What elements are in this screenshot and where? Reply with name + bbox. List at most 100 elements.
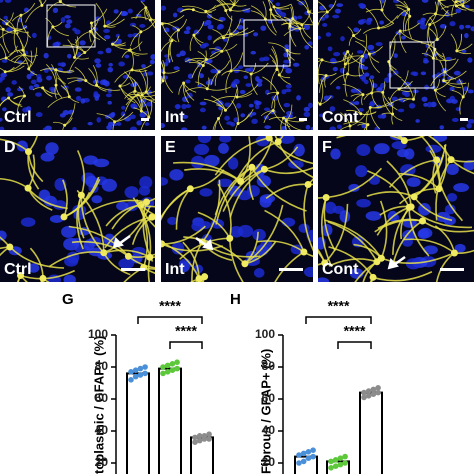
nucleus	[91, 195, 103, 204]
astrocyte-process	[140, 1, 151, 20]
micrograph	[0, 136, 155, 282]
astrocyte-soma	[22, 94, 26, 98]
astrocyte-process	[434, 90, 447, 112]
significance-bracket	[305, 316, 372, 324]
nucleus	[97, 50, 104, 55]
nucleus	[459, 24, 465, 30]
astrocyte-soma	[461, 95, 465, 99]
astrocyte-process	[162, 15, 185, 25]
astrocyte-process	[388, 159, 437, 188]
astrocyte-soma	[5, 22, 9, 26]
astrocyte-process	[455, 1, 474, 11]
astrocyte-soma	[51, 25, 55, 29]
significance-label: ****	[344, 323, 366, 339]
astrocyte-soma	[373, 258, 381, 266]
nucleus	[356, 50, 364, 54]
astrocyte-process	[225, 70, 232, 94]
nucleus	[0, 117, 3, 122]
nucleus	[444, 204, 456, 215]
astrocyte-soma	[235, 95, 239, 99]
astrocyte-process	[193, 9, 212, 14]
nucleus	[116, 201, 129, 211]
astrocyte-soma	[19, 13, 23, 17]
data-point	[160, 370, 166, 377]
nucleus	[412, 71, 419, 77]
astrocyte-process	[379, 0, 383, 11]
astrocyte-process	[191, 59, 207, 78]
astrocyte-process	[197, 59, 220, 73]
astrocyte-soma	[143, 198, 151, 206]
nucleus	[464, 32, 469, 39]
micrograph	[161, 0, 313, 130]
nucleus	[418, 203, 431, 216]
nucleus	[308, 102, 313, 109]
astrocyte-soma	[60, 213, 68, 221]
data-point	[310, 453, 316, 460]
astrocyte-process	[47, 26, 54, 47]
panel-letter: G	[62, 291, 74, 308]
astrocyte-soma	[260, 165, 268, 173]
astrocyte-soma	[63, 123, 67, 127]
nucleus	[218, 143, 229, 154]
nucleus	[259, 194, 276, 204]
astrocyte-soma	[186, 185, 194, 193]
astrocyte-soma	[17, 272, 25, 280]
inset-box	[389, 41, 435, 89]
astrocyte-process	[230, 52, 244, 72]
nucleus	[76, 52, 82, 58]
astrocyte-soma	[276, 91, 280, 95]
nucleus	[453, 70, 461, 76]
panel-label: Cont	[322, 109, 359, 126]
nucleus	[417, 229, 430, 240]
astrocyte-process	[362, 34, 368, 57]
nucleus	[113, 9, 119, 14]
nucleus	[367, 44, 375, 51]
astrocyte-process	[318, 102, 321, 105]
panel-label: Cont	[322, 261, 359, 278]
astrocyte-process	[104, 11, 122, 27]
astrocyte-soma	[67, 95, 71, 99]
astrocyte-process	[64, 103, 76, 126]
astrocyte-process	[349, 111, 368, 127]
astrocyte-soma	[450, 249, 458, 257]
astrocyte-process	[370, 277, 374, 282]
astrocyte-soma	[352, 34, 356, 38]
astrocyte-process	[138, 69, 147, 92]
nucleus	[365, 211, 382, 221]
nucleus	[359, 57, 365, 63]
nucleus	[339, 210, 351, 223]
astrocyte-soma	[265, 136, 273, 142]
nucleus	[391, 96, 398, 102]
nucleus	[445, 11, 450, 18]
astrocyte-process	[46, 64, 57, 86]
astrocyte-process	[319, 75, 327, 93]
astrocyte-soma	[24, 148, 32, 156]
nucleus	[355, 165, 368, 178]
astrocyte-process	[211, 95, 226, 111]
astrocyte-process	[289, 6, 293, 27]
nucleus	[161, 123, 166, 129]
nucleus	[318, 277, 330, 282]
astrocyte-process	[205, 11, 223, 22]
data-point	[206, 431, 212, 438]
data-point	[305, 455, 312, 462]
panel-letter: E	[165, 139, 176, 156]
astrocyte-process	[400, 22, 420, 32]
nucleus	[66, 19, 73, 24]
astrocyte-process	[139, 204, 155, 228]
nucleus	[124, 54, 130, 59]
nucleus	[42, 127, 48, 130]
astrocyte-process	[429, 1, 439, 25]
nucleus	[20, 217, 36, 227]
nucleus	[233, 78, 240, 85]
nucleus	[169, 169, 184, 181]
astrocyte-process	[143, 266, 155, 275]
nucleus	[373, 143, 390, 155]
data-point	[328, 458, 334, 465]
astrocyte-soma	[4, 56, 8, 60]
astrocyte-soma	[3, 70, 7, 74]
nucleus	[207, 35, 212, 41]
nucleus	[198, 73, 204, 79]
astrocyte-process	[18, 50, 30, 69]
nucleus	[144, 122, 150, 126]
